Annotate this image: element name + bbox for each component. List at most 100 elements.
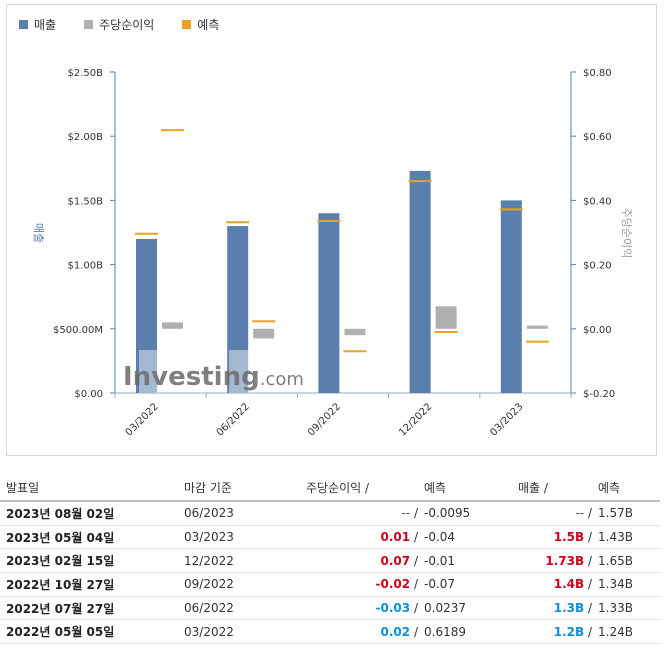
cell-revenue-forecast: 1.43B bbox=[598, 525, 660, 550]
y-tick-label-right: $-0.20 bbox=[583, 389, 615, 400]
table-row: 2022년 05월 05일 03/2022 0.02 /0.6189 1.2B /1.… bbox=[0, 619, 660, 645]
cell-revenue-forecast: 1.65B bbox=[598, 548, 660, 574]
cell-eps-forecast: -0.07 bbox=[424, 572, 518, 597]
eps-value: 0.07 bbox=[380, 553, 411, 568]
eps-value: -0.02 bbox=[375, 577, 411, 592]
header-revenue[interactable]: 매출 / bbox=[518, 474, 598, 502]
header-revenue-label: 매출 bbox=[518, 480, 541, 495]
y-axis-title-left: 매출 bbox=[32, 223, 45, 243]
x-tick-label: 03/2022 bbox=[124, 401, 161, 438]
cell-period: 03/2023 bbox=[184, 525, 306, 550]
cell-period: 09/2022 bbox=[184, 572, 306, 597]
cell-revenue-forecast: 1.57B bbox=[598, 501, 660, 526]
y-tick-label-left: $1.50B bbox=[68, 196, 104, 207]
cell-eps-forecast: 0.0237 bbox=[424, 596, 518, 621]
cell-period: 03/2022 bbox=[184, 619, 306, 645]
revenue-value: -- bbox=[575, 506, 585, 521]
earnings-plot: $0.00 $500.00M $1.00B $1.50B $2.00B $2.50B $-0… bbox=[32, 68, 633, 438]
cell-separator: / bbox=[413, 577, 418, 592]
cell-separator: / bbox=[587, 624, 592, 639]
header-date[interactable]: 발표일 bbox=[0, 474, 184, 502]
legend-eps-label: 주당순이익 bbox=[99, 17, 155, 32]
cell-eps-forecast: 0.6189 bbox=[424, 619, 518, 645]
cell-revenue-forecast: 1.33B bbox=[598, 596, 660, 621]
cell-revenue: 1.4B / bbox=[518, 572, 598, 597]
eps-bar bbox=[526, 325, 548, 329]
table-row: 2022년 10월 27일 09/2022 -0.02 /-0.07 1.4B /1.… bbox=[0, 572, 660, 597]
eps-value: 0.01 bbox=[380, 530, 411, 545]
cell-eps-forecast: -0.01 bbox=[424, 548, 518, 574]
legend-revenue[interactable]: 매출 bbox=[19, 16, 56, 33]
x-tick-label: 06/2022 bbox=[215, 401, 252, 438]
header-period[interactable]: 마감 기준 bbox=[184, 474, 306, 502]
watermark-fade-b bbox=[229, 350, 249, 393]
cell-period: 06/2022 bbox=[184, 596, 306, 621]
cell-eps: -0.03 / bbox=[306, 596, 424, 621]
cell-date: 2023년 08월 02일 bbox=[0, 501, 184, 526]
y-tick-label-right: $0.60 bbox=[583, 132, 612, 143]
cell-separator: / bbox=[413, 553, 418, 568]
header-revenue-forecast[interactable]: 예측 bbox=[598, 474, 660, 502]
cell-revenue: 1.73B / bbox=[518, 548, 598, 574]
revenue-bar bbox=[500, 200, 522, 393]
cell-eps: -- / bbox=[306, 501, 424, 526]
cell-eps: 0.02 / bbox=[306, 619, 424, 645]
cell-eps: -0.02 / bbox=[306, 572, 424, 597]
y-tick-label-right: $0.40 bbox=[583, 196, 612, 207]
cell-revenue: 1.2B / bbox=[518, 619, 598, 645]
cell-separator: / bbox=[587, 506, 592, 521]
forecast-swatch-icon bbox=[182, 19, 192, 29]
cell-date: 2023년 05월 04일 bbox=[0, 525, 184, 550]
earnings-chart-panel: 매출 주당순이익 예측 $0.00 $500.00M $1.00B $1.50B $2.… bbox=[6, 4, 657, 456]
watermark-brand: Investing bbox=[123, 362, 260, 392]
cell-date: 2022년 07월 27일 bbox=[0, 596, 184, 621]
earnings-table: 발표일 마감 기준 주당순이익 / 예측 매출 / 예측 2023년 08월 0… bbox=[0, 474, 660, 645]
legend-eps[interactable]: 주당순이익 bbox=[84, 16, 154, 33]
header-separator: / bbox=[543, 480, 548, 495]
watermark-brand-logo: Investing.com bbox=[123, 362, 304, 392]
cell-eps: 0.07 / bbox=[306, 548, 424, 574]
revenue-value: 1.5B bbox=[553, 530, 585, 545]
watermark-suffix: .com bbox=[260, 369, 304, 390]
legend-revenue-label: 매출 bbox=[34, 17, 57, 32]
header-eps-label: 주당순이익 bbox=[306, 480, 362, 495]
cell-separator: / bbox=[587, 577, 592, 592]
y-tick-label-left: $500.00M bbox=[53, 325, 103, 336]
x-tick-label: 03/2023 bbox=[488, 401, 525, 438]
cell-separator: / bbox=[587, 530, 592, 545]
table-row: 2023년 02월 15일 12/2022 0.07 /-0.01 1.73B /1.… bbox=[0, 548, 660, 574]
x-tick-label: 09/2022 bbox=[306, 401, 343, 438]
legend-forecast[interactable]: 예측 bbox=[182, 16, 219, 33]
revenue-value: 1.73B bbox=[545, 553, 585, 568]
eps-swatch-icon bbox=[84, 19, 94, 29]
eps-value: 0.02 bbox=[380, 624, 411, 639]
y-tick-label-left: $1.00B bbox=[68, 261, 104, 272]
revenue-swatch-icon bbox=[19, 19, 28, 29]
cell-revenue: 1.5B / bbox=[518, 525, 598, 550]
header-eps[interactable]: 주당순이익 / bbox=[306, 474, 424, 502]
header-eps-forecast[interactable]: 예측 bbox=[424, 474, 518, 502]
cell-revenue: 1.3B / bbox=[518, 596, 598, 621]
cell-separator: / bbox=[413, 601, 418, 616]
eps-value: -0.03 bbox=[375, 601, 411, 616]
eps-bar bbox=[344, 328, 366, 336]
y-tick-label-left: $2.00B bbox=[68, 132, 104, 143]
revenue-value: 1.3B bbox=[553, 601, 585, 616]
y-tick-label-right: $0.20 bbox=[583, 261, 612, 272]
table-row: 2022년 07월 27일 06/2022 -0.03 /0.0237 1.3B /1… bbox=[0, 596, 660, 621]
table-row: 2023년 08월 02일 06/2023 -- / -0.0095 -- /1.57B bbox=[0, 501, 660, 526]
cell-eps-forecast: -0.0095 bbox=[424, 501, 518, 526]
watermark-fade-a bbox=[139, 350, 159, 393]
eps-bar bbox=[435, 306, 457, 329]
table-header-row: 발표일 마감 기준 주당순이익 / 예측 매출 / 예측 bbox=[0, 474, 660, 502]
revenue-value: 1.4B bbox=[553, 577, 585, 592]
cell-separator: / bbox=[413, 530, 418, 545]
cell-separator: / bbox=[413, 506, 418, 521]
cell-eps: 0.01 / bbox=[306, 525, 424, 550]
y-axis-title-right: 주당순이익 bbox=[620, 208, 633, 259]
y-tick-label-left: $0.00 bbox=[74, 389, 103, 400]
revenue-bar bbox=[318, 213, 340, 393]
legend-forecast-label: 예측 bbox=[197, 17, 220, 32]
cell-period: 12/2022 bbox=[184, 548, 306, 574]
cell-revenue-forecast: 1.24B bbox=[598, 619, 660, 645]
